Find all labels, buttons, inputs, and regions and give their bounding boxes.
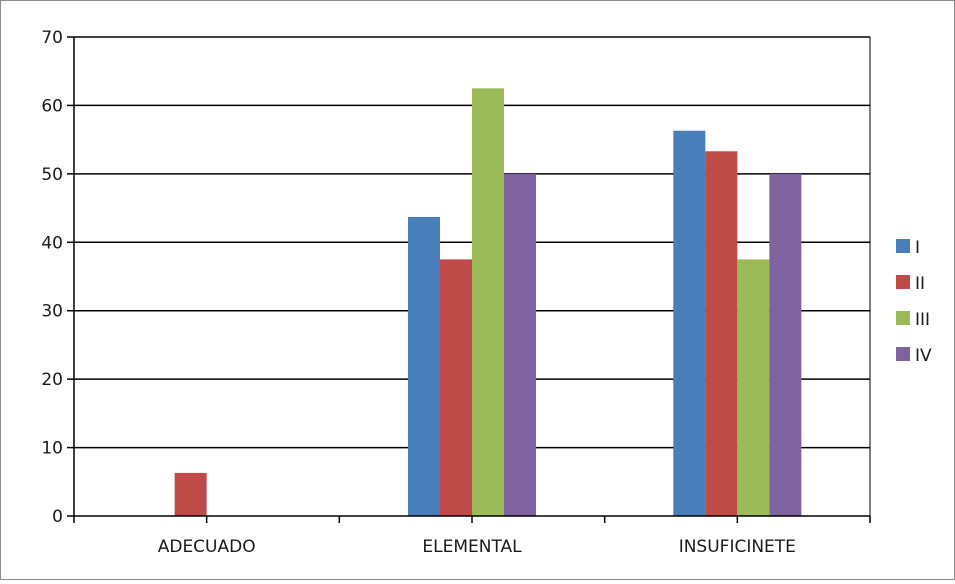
legend-label: II bbox=[915, 274, 925, 294]
bar-adecuado-ii bbox=[174, 472, 207, 516]
bar-insuficinete-iii bbox=[737, 259, 770, 516]
y-tick-label: 10 bbox=[41, 439, 63, 459]
bar-elemental-i bbox=[408, 216, 440, 516]
bar-insuficinete-i bbox=[673, 130, 706, 517]
bar-elemental-iii bbox=[472, 88, 504, 517]
y-tick-label: 70 bbox=[41, 28, 63, 48]
y-tick-label: 60 bbox=[41, 96, 63, 116]
axes bbox=[73, 37, 871, 523]
bar-elemental-ii bbox=[440, 259, 472, 516]
legend-label: I bbox=[915, 238, 920, 258]
legend-swatch bbox=[896, 311, 910, 325]
x-category-label: ELEMENTAL bbox=[422, 537, 522, 557]
y-tick-label: 50 bbox=[41, 165, 63, 185]
y-tick-label: 0 bbox=[52, 507, 63, 527]
bars bbox=[174, 88, 802, 517]
x-axis-labels: ADECUADO ELEMENTAL INSUFICINETE bbox=[158, 537, 796, 557]
x-category-label: INSUFICINETE bbox=[679, 537, 796, 557]
x-category-label: ADECUADO bbox=[158, 537, 256, 557]
y-tick-label: 30 bbox=[41, 302, 63, 322]
y-tick-label: 20 bbox=[41, 370, 63, 390]
legend-swatch bbox=[896, 347, 910, 361]
y-axis-ticks: 0 10 20 30 40 50 60 70 bbox=[41, 28, 74, 527]
bar-elemental-iv bbox=[504, 173, 536, 516]
legend-label: IV bbox=[915, 346, 932, 366]
bar-insuficinete-ii bbox=[705, 151, 738, 517]
legend-swatch bbox=[896, 239, 910, 253]
legend-label: III bbox=[915, 310, 930, 330]
legend-swatch bbox=[896, 275, 910, 289]
bar-insuficinete-iv bbox=[769, 173, 802, 516]
y-tick-label: 40 bbox=[41, 233, 63, 253]
